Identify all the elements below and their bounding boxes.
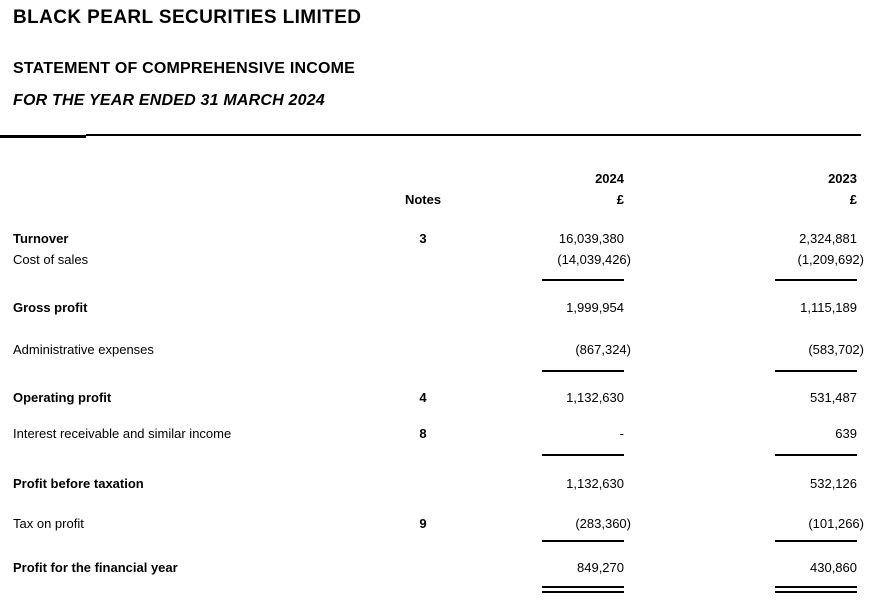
table-header-units: Notes £ £	[13, 191, 857, 208]
amount-2023: 1,115,189	[800, 300, 857, 315]
amount-2024: (867,324)	[575, 342, 631, 357]
separator-row	[13, 454, 857, 456]
amount-2024: (283,360)	[575, 516, 631, 531]
separator-row	[13, 370, 857, 372]
amount-2023: (101,266)	[808, 516, 864, 531]
column-underline-2024	[542, 454, 624, 456]
amount-2023: 430,860	[810, 560, 857, 575]
separator-row	[13, 279, 857, 281]
note-ref	[373, 299, 473, 316]
column-underline-2023	[775, 279, 857, 281]
row-profit-before-taxation: Profit before taxation 1,132,630 532,126	[13, 475, 857, 492]
row-interest-receivable: Interest receivable and similar income 8…	[13, 425, 857, 442]
note-ref	[373, 251, 473, 268]
row-turnover: Turnover 3 16,039,380 2,324,881	[13, 230, 857, 247]
column-double-underline-2023	[775, 586, 857, 593]
statement-period: FOR THE YEAR ENDED 31 MARCH 2024	[13, 92, 325, 109]
row-label: Operating profit	[13, 390, 112, 405]
row-label: Cost of sales	[13, 252, 89, 267]
amount-2024: 16,039,380	[558, 231, 624, 246]
note-ref	[373, 559, 473, 576]
header-rule-thin-segment	[86, 134, 861, 136]
column-underline-2024	[542, 540, 624, 542]
amount-2023: 532,126	[810, 476, 857, 491]
amount-2024: 1,132,630	[566, 390, 624, 405]
header-rule	[0, 134, 861, 140]
note-ref	[373, 341, 473, 358]
column-underline-2023	[775, 454, 857, 456]
company-name: BLACK PEARL SECURITIES LIMITED	[13, 7, 362, 28]
row-label: Turnover	[13, 231, 69, 246]
row-label: Profit for the financial year	[13, 560, 178, 575]
note-ref: 4	[419, 390, 427, 405]
amount-2023: (583,702)	[808, 342, 864, 357]
amount-2024: 1,132,630	[566, 476, 624, 491]
amount-2023: (1,209,692)	[797, 252, 865, 267]
amount-2023: 2,324,881	[799, 231, 857, 246]
row-gross-profit: Gross profit 1,999,954 1,115,189	[13, 299, 857, 316]
income-statement-table: 2024 2023 Notes £ £ Turnover 3 16,039,38…	[13, 170, 864, 593]
total-separator-row	[13, 586, 857, 593]
statement-title: STATEMENT OF COMPREHENSIVE INCOME	[13, 60, 356, 77]
amount-2024: 1,999,954	[566, 300, 624, 315]
amount-2023: 639	[835, 426, 857, 441]
currency-symbol-2023: £	[849, 192, 857, 207]
column-underline-2023	[775, 540, 857, 542]
row-label: Administrative expenses	[13, 342, 154, 357]
note-ref: 8	[419, 426, 427, 441]
note-ref	[373, 475, 473, 492]
column-double-underline-2024	[542, 586, 624, 593]
column-header-year-2024: 2024	[595, 171, 624, 186]
amount-2024: -	[619, 426, 624, 441]
column-underline-2024	[542, 279, 624, 281]
row-operating-profit: Operating profit 4 1,132,630 531,487	[13, 389, 857, 406]
row-label: Gross profit	[13, 300, 88, 315]
currency-symbol-2024: £	[616, 192, 624, 207]
amount-2024: (14,039,426)	[557, 252, 631, 267]
column-underline-2024	[542, 370, 624, 372]
row-profit-for-financial-year: Profit for the financial year 849,270 43…	[13, 559, 857, 576]
header-rule-thick-segment	[0, 135, 86, 138]
amount-2023: 531,487	[810, 390, 857, 405]
row-label: Interest receivable and similar income	[13, 426, 232, 441]
row-label: Profit before taxation	[13, 476, 144, 491]
row-tax-on-profit: Tax on profit 9 (283,360) (101,266)	[13, 515, 864, 532]
separator-row	[13, 540, 857, 542]
row-administrative-expenses: Administrative expenses (867,324) (583,7…	[13, 341, 864, 358]
row-label: Tax on profit	[13, 516, 84, 531]
note-ref: 3	[419, 231, 427, 246]
table-header-years: 2024 2023	[13, 170, 857, 187]
column-header-notes: Notes	[404, 192, 442, 207]
row-cost-of-sales: Cost of sales (14,039,426) (1,209,692)	[13, 251, 864, 268]
column-header-year-2023: 2023	[828, 171, 857, 186]
amount-2024: 849,270	[577, 560, 624, 575]
note-ref: 9	[419, 516, 427, 531]
column-underline-2023	[775, 370, 857, 372]
